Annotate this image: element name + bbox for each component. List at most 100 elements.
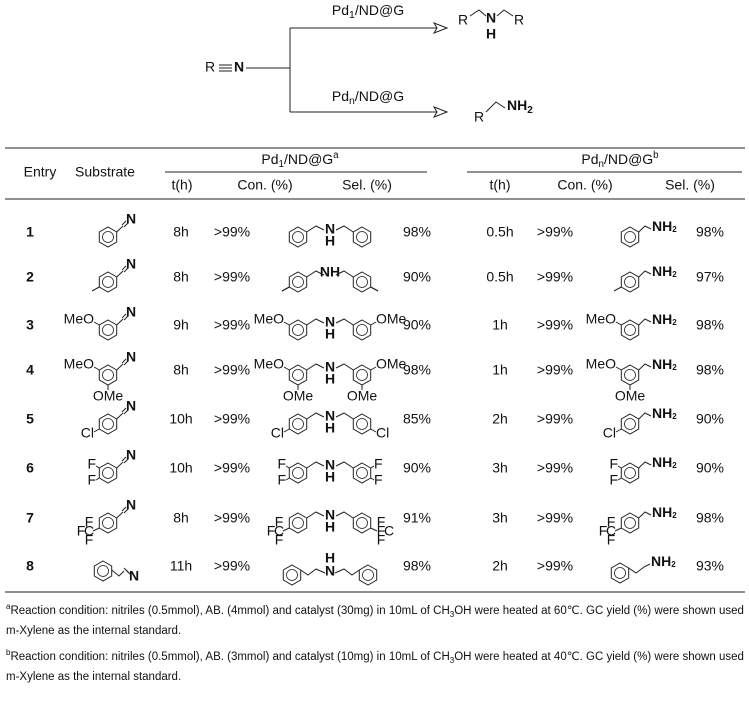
aromatic-circle <box>102 517 114 529</box>
benzene-ring <box>352 462 372 484</box>
cat-rest: /ND@G <box>355 2 404 18</box>
atom-label: NH <box>320 264 340 280</box>
benzene-ring <box>98 512 118 534</box>
time: 0.5h <box>486 224 513 240</box>
atom-label: OMe <box>615 388 646 404</box>
footnote-text: OH were heated at 60℃. GC yield (%) were… <box>6 604 744 638</box>
footnote-text: OH were heated at 40℃. GC yield (%) were… <box>6 650 744 684</box>
atom-label: F <box>609 456 618 472</box>
amine-nh: NH <box>652 218 672 234</box>
conversion: >99% <box>537 558 573 574</box>
atom-label: MeO <box>586 311 616 327</box>
bond <box>628 563 651 574</box>
bond <box>116 461 124 469</box>
bond <box>335 461 354 469</box>
atom-label: F <box>85 514 94 530</box>
footnote-text: 3 <box>449 656 455 666</box>
selectivity: 98% <box>696 362 724 378</box>
atom-label: OMe <box>376 356 407 372</box>
benzene-ring <box>610 562 630 584</box>
aromatic-circle <box>624 418 636 430</box>
footnote-text: Reaction condition: nitriles (0.5mmol), … <box>10 650 450 663</box>
bond <box>370 477 375 481</box>
amine-nh: NH <box>652 311 672 327</box>
time: 2h <box>492 411 508 427</box>
atom-label: OMe <box>376 311 407 327</box>
atom-label: N <box>325 507 335 523</box>
bond <box>335 412 354 420</box>
bond <box>614 527 622 532</box>
conversion: >99% <box>537 460 573 476</box>
entry: 8 <box>26 558 34 574</box>
arrowhead <box>432 106 449 118</box>
triple-bond <box>123 360 129 366</box>
triple-bond <box>121 220 127 226</box>
atom-label: Cl <box>271 425 284 441</box>
atom-label: N <box>325 359 335 375</box>
catalyst: Pdn/ND@Gb <box>581 150 659 170</box>
bond <box>335 511 354 519</box>
amine: NH2 <box>651 553 676 569</box>
conversion: >99% <box>537 317 573 333</box>
bond <box>91 286 100 292</box>
amine: NH2 <box>652 218 677 234</box>
cat-rest: /ND@G <box>284 151 333 167</box>
column-header: Sel. (%) <box>342 177 392 193</box>
conversion: >99% <box>537 411 573 427</box>
bond <box>638 270 652 278</box>
aromatic-circle <box>362 569 374 581</box>
aromatic-circle <box>356 276 368 288</box>
atom-label: N <box>129 568 139 584</box>
atom-label: OMe <box>93 388 124 404</box>
amine-sub: 2 <box>672 363 677 372</box>
aromatic-circle <box>292 517 304 529</box>
footnote: bReaction condition: nitriles (0.5mmol),… <box>6 644 746 686</box>
benzene-ring <box>98 364 118 386</box>
aromatic-circle <box>624 276 636 288</box>
bond <box>300 568 326 576</box>
atom-label: F <box>374 456 383 472</box>
atom-label: C <box>274 523 284 539</box>
aromatic-circle <box>356 418 368 430</box>
bond <box>638 461 652 469</box>
time: 8h <box>173 224 189 240</box>
column-header: t(h) <box>172 177 193 193</box>
cat-rest: /ND@G <box>355 88 404 104</box>
aromatic-circle <box>102 467 114 479</box>
entry: 6 <box>26 460 34 476</box>
cat-base: Pd <box>261 151 278 167</box>
atom-label: Cl <box>603 425 616 441</box>
bond <box>334 568 360 576</box>
footnote-text: 3 <box>449 610 455 620</box>
entry: 7 <box>26 510 34 526</box>
catalyst: Pdn/ND@G <box>332 88 404 107</box>
atom-label: F <box>275 532 284 548</box>
aromatic-circle <box>292 369 304 381</box>
bond <box>615 366 622 371</box>
atom-label: N <box>126 211 136 227</box>
benzene-ring <box>288 226 308 248</box>
amine: NH2 <box>652 356 677 372</box>
atom-label: N <box>325 221 335 237</box>
benzene-ring <box>620 512 640 534</box>
bond <box>306 363 325 371</box>
aromatic-circle <box>102 231 114 243</box>
bond <box>617 477 622 481</box>
column-header: Con. (%) <box>557 177 612 193</box>
conversion: >99% <box>214 269 250 285</box>
atom-label: F <box>607 532 616 548</box>
amine-sub: 2 <box>672 270 677 279</box>
aromatic-circle <box>624 369 636 381</box>
conversion: >99% <box>537 362 573 378</box>
amine-nh: NH <box>652 504 672 520</box>
reactant-r: R <box>205 59 215 75</box>
text: R <box>458 12 468 28</box>
atom-label: MeO <box>64 311 94 327</box>
bond <box>111 569 125 577</box>
amine-sub: 2 <box>672 225 677 234</box>
selectivity: 90% <box>403 269 431 285</box>
amine: NH2 <box>652 405 677 421</box>
bond <box>95 477 100 481</box>
column-header: Sel. (%) <box>665 177 715 193</box>
aromatic-circle <box>102 369 114 381</box>
